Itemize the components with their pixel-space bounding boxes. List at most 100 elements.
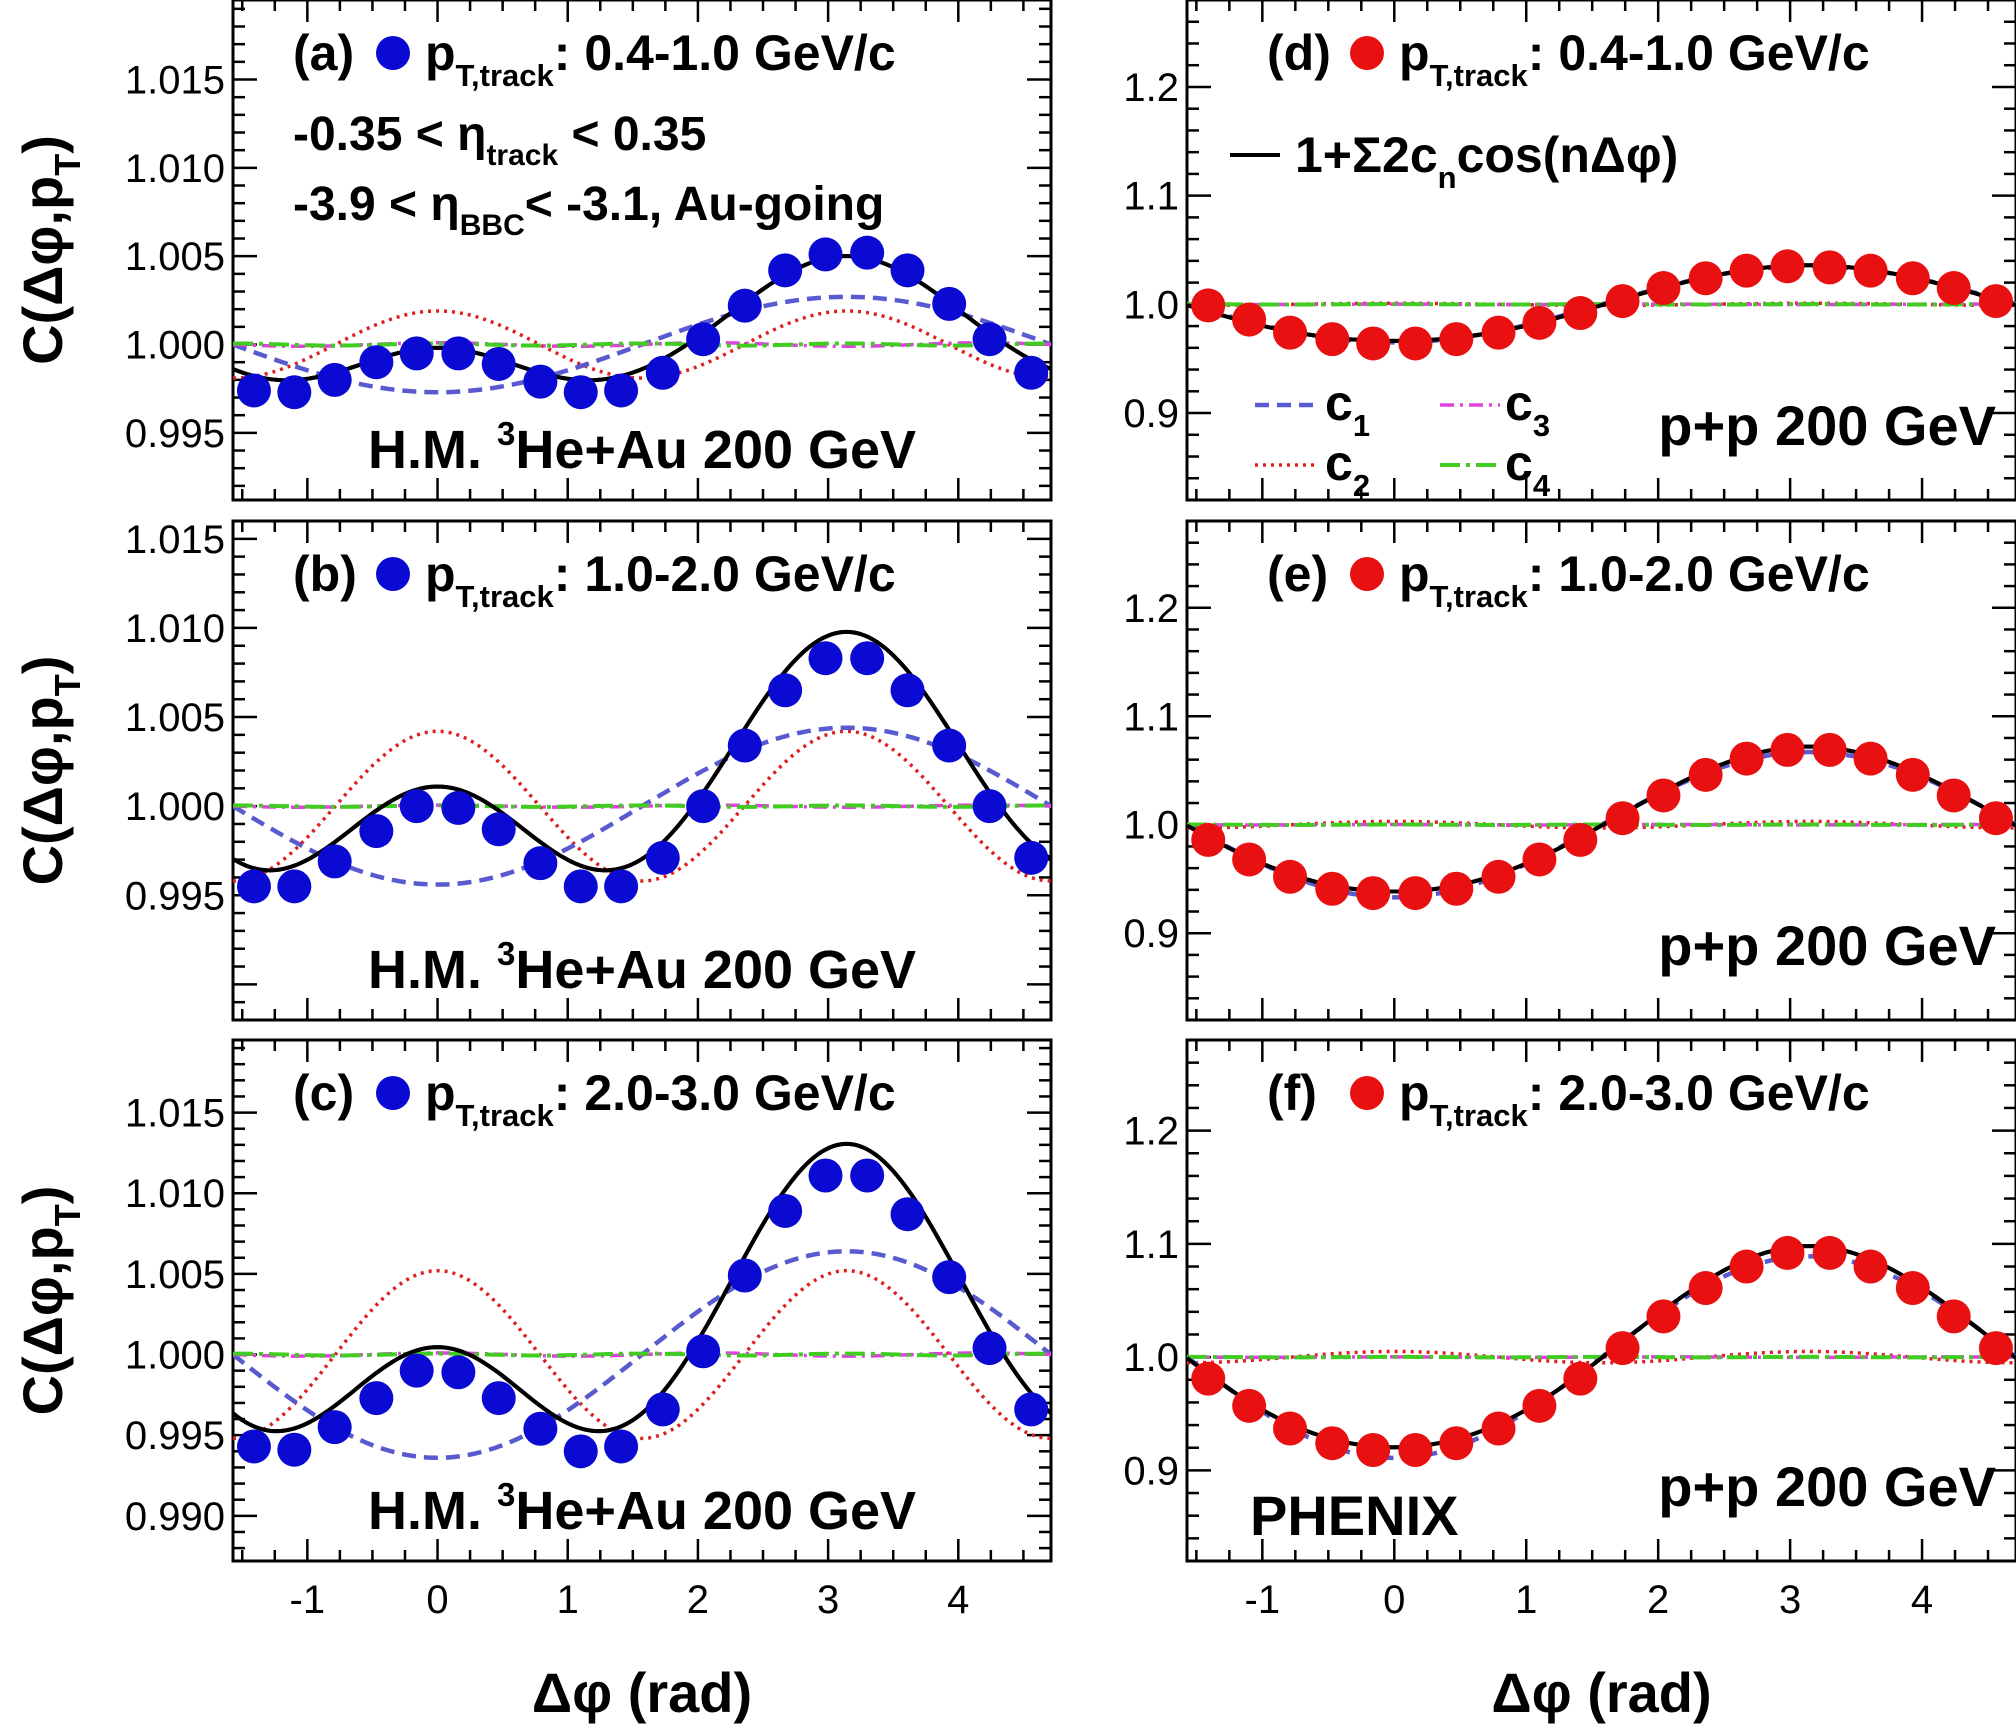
data-point — [604, 869, 639, 904]
panel-b: 0.995 1.000 1.005 1.010 1.015 (b) pT,track: 1.… — [125, 518, 1053, 1022]
c2-curve — [1187, 1349, 2016, 1365]
legend-c4-label-part: c — [1505, 435, 1533, 491]
pt-range-label-part: : 1.0-2.0 GeV/c — [554, 546, 896, 602]
legend-fit-label-part: n — [1438, 160, 1457, 195]
pt-range-label-part: p — [425, 546, 456, 602]
data-point — [727, 288, 762, 323]
pt-range-label-part: T,track — [1430, 58, 1529, 93]
system-label: H.M. 3He+Au 200 GeV — [368, 415, 916, 480]
data-point — [727, 1258, 762, 1293]
system-label-part: 3 — [497, 415, 515, 452]
pt-range-label: pT,track: 1.0-2.0 GeV/c — [1399, 546, 1870, 614]
y-axis-label: C(Δφ,pT) — [11, 1186, 88, 1416]
y-tick-label: 1.1 — [1123, 695, 1179, 739]
y-axis-label-part: C(Δφ,p — [11, 696, 74, 885]
y-axis-label-part: C(Δφ,p — [11, 1226, 74, 1415]
legend-c2-label: c2 — [1325, 435, 1370, 503]
data-point — [1853, 1249, 1888, 1284]
y-tick-label: 1.0 — [1123, 1336, 1179, 1380]
y-tick-label: 1.015 — [125, 518, 225, 562]
data-point — [1398, 876, 1433, 911]
y-tick-label: 1.010 — [125, 147, 225, 191]
data-point — [932, 728, 967, 763]
data-point — [1895, 1271, 1930, 1306]
data-point — [277, 869, 312, 904]
system-label: H.M. 3He+Au 200 GeV — [368, 1476, 916, 1541]
data-point — [1605, 1331, 1640, 1366]
c4-curve — [233, 803, 1051, 809]
y-axis-label: C(Δφ,pT) — [11, 656, 88, 886]
system-label: p+p 200 GeV — [1658, 394, 1996, 457]
panel-label-part: (f) — [1267, 1065, 1317, 1121]
data-point — [317, 1410, 352, 1445]
data-point — [768, 253, 803, 288]
system-label: p+p 200 GeV — [1658, 1455, 1996, 1518]
pt-range-label: pT,track: 2.0-3.0 GeV/c — [425, 1065, 896, 1133]
data-point — [972, 322, 1007, 357]
legend-marker — [1350, 557, 1384, 591]
y-tick-label: 1.005 — [125, 1253, 225, 1297]
system-label-part: 3 — [497, 1476, 515, 1513]
y-tick-label: 0.9 — [1123, 912, 1179, 956]
x-tick-label: 3 — [1779, 1578, 1801, 1622]
x-tick-label: 1 — [557, 1578, 579, 1622]
y-tick-label: 1.0 — [1123, 804, 1179, 848]
data-point — [768, 1193, 803, 1228]
data-point — [686, 322, 721, 357]
system-label: p+p 200 GeV — [1658, 914, 1996, 977]
data-point — [1439, 1426, 1474, 1461]
data-point — [317, 844, 352, 879]
pt-range-label-part: : 2.0-3.0 GeV/c — [1528, 1065, 1870, 1121]
data-point — [563, 375, 598, 410]
data-point — [1895, 757, 1930, 792]
data-point — [1014, 840, 1049, 875]
data-point — [1273, 315, 1308, 350]
data-point — [1191, 822, 1226, 857]
data-point — [359, 814, 394, 849]
data-point — [972, 789, 1007, 824]
y-tick-label: 1.000 — [125, 324, 225, 368]
panel-frame — [1185, 0, 2016, 502]
data-point — [1398, 1433, 1433, 1468]
fit-curve-top — [1187, 744, 2016, 894]
data-point — [1315, 322, 1350, 357]
data-point — [277, 1432, 312, 1467]
y-tick-label: 1.2 — [1123, 587, 1179, 631]
ticks — [233, 519, 1051, 1022]
data-point — [768, 673, 803, 708]
data-point — [1936, 1299, 1971, 1334]
c2-curve — [233, 729, 1051, 883]
legend-c3-label-part: 3 — [1533, 408, 1550, 443]
data-point — [1646, 1299, 1681, 1334]
pt-range-label: pT,track: 0.4-1.0 GeV/c — [425, 25, 896, 93]
data-point — [1895, 261, 1930, 296]
y-tick-label: 1.0 — [1123, 283, 1179, 327]
data-point — [1014, 1392, 1049, 1427]
system-label-part: H.M. — [368, 420, 497, 480]
data-point — [563, 1434, 598, 1469]
data-point — [1646, 271, 1681, 306]
data-point — [1729, 1249, 1764, 1284]
y-tick-label: 1.015 — [125, 59, 225, 103]
data-point — [1315, 871, 1350, 906]
data-point — [932, 286, 967, 321]
panel-frame — [231, 1038, 1053, 1563]
eta-bbc-label-part: BBC — [460, 209, 525, 242]
data-point — [399, 336, 434, 371]
data-point — [1481, 859, 1516, 894]
pt-range-label-part: p — [1399, 25, 1430, 81]
pt-range-label-part: T,track — [456, 1098, 555, 1133]
data-point — [890, 253, 925, 288]
y-axis-label-part: C(Δφ,p — [11, 176, 74, 365]
data-point — [523, 1411, 558, 1446]
eta-track-label-part: -0.35 < η — [293, 108, 486, 161]
x-tick-label: 1 — [1515, 1578, 1537, 1622]
data-point — [604, 373, 639, 408]
panel-label: (f) — [1267, 1065, 1317, 1121]
system-label-part: 3 — [497, 935, 515, 972]
data-point — [850, 641, 885, 676]
system-label-part: He+Au 200 GeV — [515, 940, 916, 1000]
data-point — [1978, 284, 2013, 319]
